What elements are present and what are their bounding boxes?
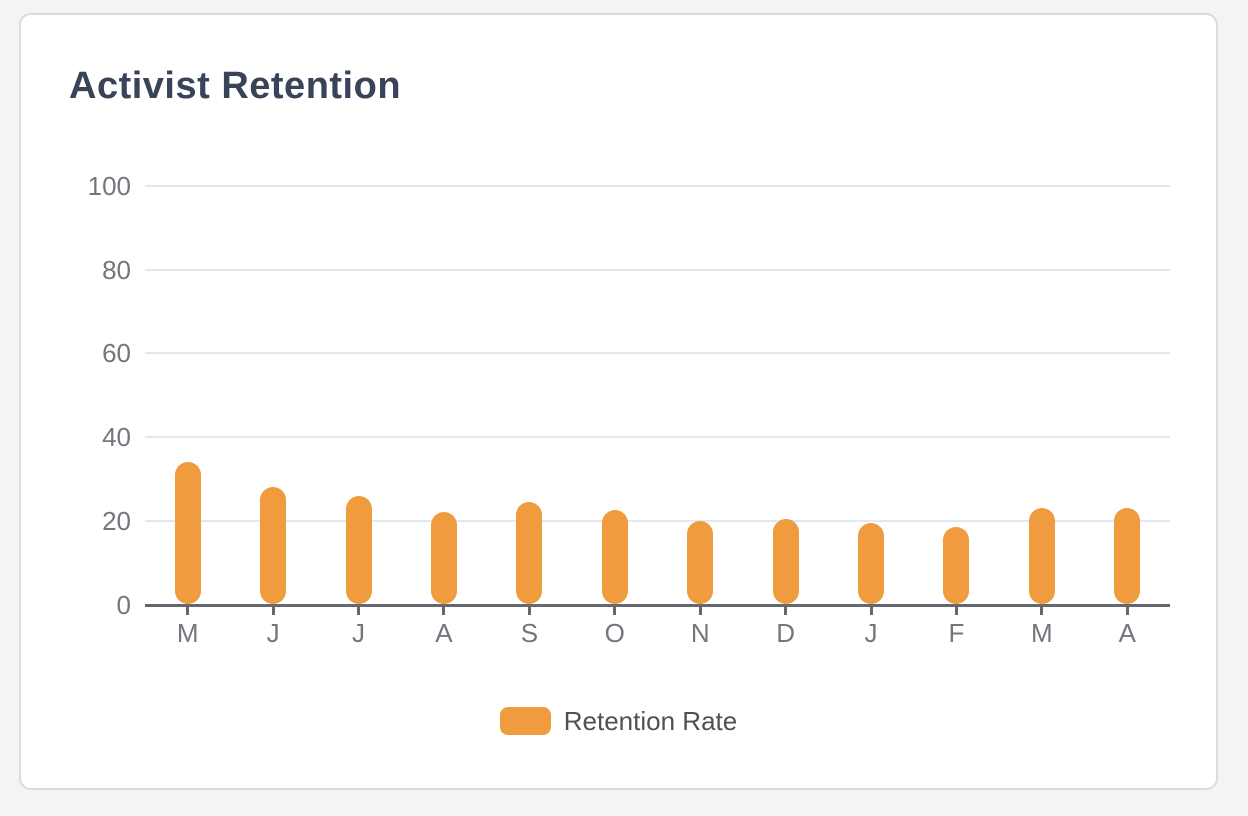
y-axis-tick-label: 40 <box>102 422 131 453</box>
plot-area: 0 20 40 60 80 100 M J J A S O N D J F M A <box>21 15 1216 788</box>
bar-J-1[interactable] <box>260 487 287 605</box>
y-axis-tick-label: 80 <box>102 254 131 285</box>
bar-A-3[interactable] <box>430 512 457 605</box>
gridline-y-40 <box>145 436 1170 439</box>
x-axis-tick-label: A <box>1118 618 1136 648</box>
x-axis-tick <box>527 606 531 615</box>
bar-M-10[interactable] <box>1028 508 1055 605</box>
x-axis-line <box>145 603 1170 607</box>
legend-swatch-icon <box>499 707 551 735</box>
x-axis-tick-label: N <box>690 618 710 648</box>
x-axis-tick-label: J <box>864 618 878 648</box>
x-axis-tick <box>1040 606 1044 615</box>
x-axis-tick <box>442 606 446 615</box>
x-axis-tick <box>1125 606 1129 615</box>
x-axis-tick-label: J <box>266 618 280 648</box>
y-axis-tick-label: 20 <box>102 505 131 536</box>
bar-S-4[interactable] <box>516 501 543 605</box>
y-axis-tick-label: 60 <box>102 338 131 369</box>
legend-item-retention-rate[interactable]: Retention Rate <box>499 706 738 736</box>
chart-card: Activist Retention 0 20 40 60 80 100 M J J A S O N D J… <box>19 13 1218 790</box>
bar-O-5[interactable] <box>601 510 628 605</box>
bar-J-2[interactable] <box>345 495 372 605</box>
x-axis-tick-label: O <box>604 618 625 648</box>
x-axis-tick <box>357 606 361 615</box>
x-axis-tick-label: D <box>776 618 796 648</box>
bar-F-9[interactable] <box>943 527 970 605</box>
x-axis-tick-label: M <box>1031 618 1053 648</box>
x-axis-tick <box>784 606 788 615</box>
y-axis-tick-label: 0 <box>116 589 131 620</box>
bar-D-7[interactable] <box>772 518 799 605</box>
gridline-y-80 <box>145 268 1170 271</box>
x-axis-tick-label: S <box>520 618 539 648</box>
legend-label: Retention Rate <box>563 706 738 736</box>
x-axis-tick-label: A <box>435 618 453 648</box>
x-axis-tick <box>613 606 617 615</box>
bar-M-0[interactable] <box>174 462 201 605</box>
gridline-y-100 <box>145 185 1170 187</box>
x-axis-tick-label: F <box>948 618 965 648</box>
chart-title: Activist Retention <box>69 65 402 107</box>
bar-A-11[interactable] <box>1114 508 1141 605</box>
gridline-y-60 <box>145 352 1170 355</box>
gridline-y-20 <box>145 519 1170 522</box>
chart-legend: Retention Rate <box>21 707 1216 735</box>
y-axis-tick-label: 100 <box>87 171 131 201</box>
x-axis-tick <box>954 606 958 615</box>
x-axis-tick <box>271 606 275 615</box>
bar-J-8[interactable] <box>858 522 885 605</box>
x-axis-tick <box>186 606 190 615</box>
x-axis-tick <box>869 606 873 615</box>
bar-N-6[interactable] <box>687 520 714 605</box>
x-axis-tick-label: J <box>352 618 366 648</box>
x-axis-tick <box>698 606 702 615</box>
x-axis-tick-label: M <box>176 618 199 648</box>
